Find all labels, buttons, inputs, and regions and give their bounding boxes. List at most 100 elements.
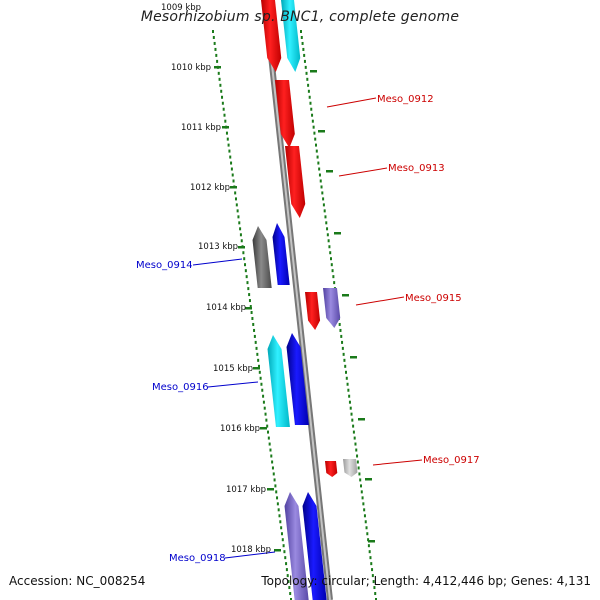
tick-dot	[277, 508, 280, 512]
gene-arrow[interactable]	[305, 292, 321, 330]
tick-dot	[231, 173, 234, 177]
tick-dot	[271, 460, 274, 464]
tick-dot	[270, 454, 273, 458]
tick-dot	[358, 472, 361, 476]
gene-label-meso-0916[interactable]: Meso_0916	[152, 382, 209, 393]
gene-arrow[interactable]	[261, 0, 282, 72]
tick-dot	[346, 382, 349, 386]
tick-dot	[216, 59, 219, 63]
genome-stats-text: Topology: circular; Length: 4,412,446 bp…	[261, 574, 591, 588]
tick-dot	[278, 514, 281, 518]
gene-arrow[interactable]	[284, 492, 309, 600]
tick-dot	[326, 233, 329, 237]
tick-dot	[363, 508, 366, 512]
major-tick	[222, 126, 229, 129]
major-tick	[365, 478, 372, 481]
tick-dot	[371, 574, 374, 578]
tick-dot	[355, 448, 358, 452]
tick-dot	[264, 412, 267, 416]
gene-arrow[interactable]	[343, 459, 358, 477]
major-tick	[368, 540, 375, 543]
gene-label-meso-0913[interactable]: Meso_0913	[388, 163, 445, 174]
tick-dot	[352, 430, 355, 434]
major-tick	[358, 418, 365, 421]
gene-arrow[interactable]	[286, 333, 309, 425]
tick-dot	[272, 472, 275, 476]
major-tick	[245, 307, 252, 310]
tick-dot	[339, 328, 342, 332]
gene-features	[252, 0, 358, 600]
leader-line	[338, 167, 388, 177]
major-tick	[326, 170, 333, 173]
major-tick	[230, 186, 237, 189]
tick-dot	[283, 550, 286, 554]
leader-line	[372, 459, 423, 466]
scale-label: 1011 kbp	[181, 123, 221, 133]
gene-arrow[interactable]	[275, 80, 295, 148]
tick-dot	[244, 263, 247, 267]
gene-arrow[interactable]	[252, 226, 272, 288]
tick-dot	[269, 448, 272, 452]
tick-dot	[220, 89, 223, 93]
tick-dot	[274, 484, 277, 488]
tick-dot	[311, 119, 314, 123]
accession-text: Accession: NC_008254	[9, 574, 146, 588]
tick-dot	[322, 197, 325, 201]
tick-dot	[313, 131, 316, 135]
tick-dot	[311, 113, 314, 117]
tick-dot	[345, 370, 347, 374]
tick-dot	[273, 478, 276, 482]
tick-dot	[222, 107, 225, 111]
tick-dot	[326, 227, 329, 231]
tick-dot	[214, 47, 217, 51]
tick-dot	[323, 209, 326, 213]
tick-dot	[333, 281, 336, 285]
tick-dot	[254, 340, 257, 344]
gene-arrow[interactable]	[285, 146, 306, 218]
tick-dot	[218, 77, 221, 81]
tick-dot	[213, 41, 216, 45]
tick-dot	[375, 598, 377, 600]
gene-arrow[interactable]	[302, 492, 327, 600]
tick-dot	[344, 364, 347, 368]
gene-arrow[interactable]	[281, 0, 301, 72]
gene-label-meso-0918[interactable]: Meso_0918	[169, 553, 226, 564]
gene-arrow[interactable]	[323, 288, 341, 328]
tick-dot	[286, 574, 289, 578]
tick-dot	[329, 251, 332, 255]
tick-dot	[251, 316, 254, 320]
gene-label-meso-0915[interactable]: Meso_0915	[405, 293, 462, 304]
gene-arrow[interactable]	[267, 335, 290, 427]
tick-dot	[348, 394, 351, 398]
tick-dot	[302, 47, 305, 51]
tick-dot	[258, 370, 261, 374]
tick-dot	[307, 89, 310, 93]
tick-dot	[341, 346, 344, 350]
tick-dot	[245, 275, 248, 279]
gene-arrow[interactable]	[272, 223, 290, 285]
tick-dot	[312, 125, 315, 129]
tick-dot	[366, 532, 369, 536]
tick-dot	[234, 191, 237, 195]
tick-dot	[362, 502, 365, 506]
tick-dot	[315, 143, 317, 147]
tick-dot	[353, 436, 356, 440]
tick-dot	[276, 502, 279, 506]
tick-dot	[281, 538, 284, 542]
leader-line	[192, 258, 243, 266]
tick-dot	[217, 71, 220, 75]
scale-labels: 1009 kbp 1010 kbp 1011 kbp 1012 kbp 1013…	[161, 3, 271, 555]
tick-dot	[331, 269, 334, 273]
tick-dot	[244, 269, 247, 273]
tick-dot	[371, 568, 374, 572]
tick-dot	[305, 71, 308, 75]
tick-dot	[356, 454, 359, 458]
gene-label-meso-0917[interactable]: Meso_0917	[423, 455, 480, 466]
tick-dot	[248, 299, 251, 303]
scale-label: 1010 kbp	[171, 63, 211, 73]
tick-dot	[318, 167, 321, 171]
scale-label: 1018 kbp	[231, 545, 271, 555]
gene-arrow[interactable]	[325, 461, 338, 477]
gene-label-meso-0914[interactable]: Meso_0914	[136, 260, 193, 271]
gene-label-meso-0912[interactable]: Meso_0912	[377, 94, 434, 105]
